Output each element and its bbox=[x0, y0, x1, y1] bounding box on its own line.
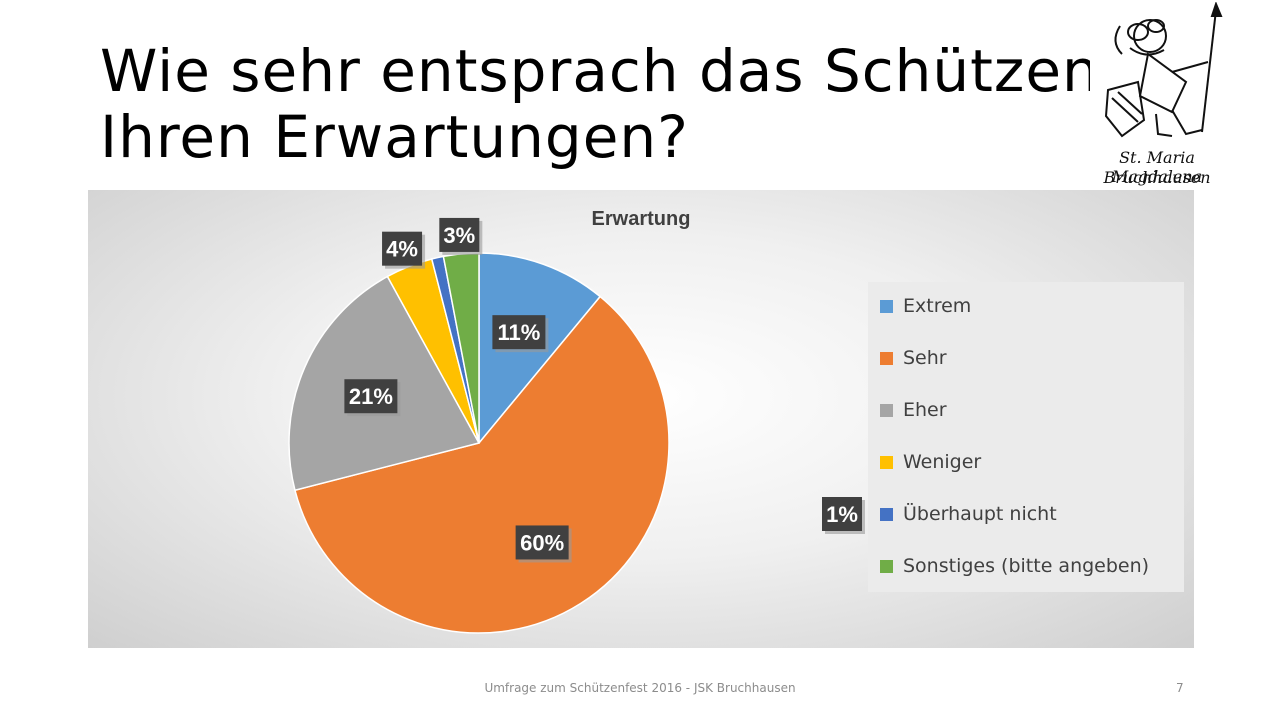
svg-text:4%: 4% bbox=[386, 237, 418, 262]
legend-item-extrem: Extrem bbox=[880, 292, 971, 320]
svg-text:21%: 21% bbox=[349, 384, 393, 409]
data-label-extrem: 11% bbox=[492, 315, 549, 353]
logo-text-line-1: St. Maria Magdalena bbox=[1111, 148, 1203, 186]
slide-title: Wie sehr entsprach das Schützenfest Ihre… bbox=[100, 38, 1090, 178]
data-label-weniger: 4% bbox=[382, 231, 426, 269]
slide-title-line-2: Ihren Erwartungen? bbox=[100, 103, 689, 171]
pie-slice-sehr bbox=[294, 295, 670, 634]
legend-item-sonstiges-bitte-angeben: Sonstiges (bitte angeben) bbox=[880, 552, 1149, 580]
legend-item-sehr: Sehr bbox=[880, 344, 947, 372]
page-number: 7 bbox=[1176, 681, 1184, 695]
slide-footer: Umfrage zum Schützenfest 2016 - JSK Bruc… bbox=[484, 681, 796, 695]
legend-item-weniger: Weniger bbox=[880, 448, 981, 476]
data-label-sehr: 60% bbox=[515, 525, 572, 563]
legend-label: Eher bbox=[903, 399, 947, 421]
legend-swatch bbox=[880, 455, 893, 469]
data-label-sonstiges-bitte-angeben: 3% bbox=[439, 217, 483, 255]
svg-text:3%: 3% bbox=[443, 223, 475, 248]
slide-title-line-1: Wie sehr entsprach das Schützenfest bbox=[100, 38, 1090, 105]
club-logo-drawing bbox=[1104, 2, 1223, 138]
legend-swatch bbox=[880, 299, 893, 313]
legend-swatch bbox=[880, 559, 893, 573]
data-label-eher: 21% bbox=[344, 379, 401, 417]
chart-title: Erwartung bbox=[591, 208, 691, 230]
legend-item-überhaupt-nicht: Überhaupt nicht bbox=[880, 500, 1057, 528]
legend-label: Weniger bbox=[903, 451, 982, 473]
data-label-überhaupt-nicht: 1% bbox=[822, 497, 865, 534]
legend-swatch bbox=[880, 403, 893, 417]
legend-label: Sonstiges (bitte angeben) bbox=[903, 555, 1150, 577]
legend-label: Extrem bbox=[903, 295, 972, 317]
legend-label: Sehr bbox=[903, 347, 947, 369]
logo-text-line-2: Bruchhausen bbox=[1103, 168, 1211, 187]
legend-item-eher: Eher bbox=[880, 396, 947, 424]
legend-swatch bbox=[880, 351, 893, 365]
legend-label: Überhaupt nicht bbox=[903, 503, 1057, 525]
legend-swatch bbox=[880, 507, 893, 521]
chart-area: Erwartung 11% 60% 21% 4% 1% 3% Extrem Sehr Eher… bbox=[88, 190, 1194, 648]
svg-text:11%: 11% bbox=[497, 320, 540, 345]
chart-legend: Extrem Sehr Eher Weniger Überhaupt nicht Sons… bbox=[868, 282, 1184, 592]
svg-text:1%: 1% bbox=[826, 502, 858, 527]
pie-chart: 11% 60% 21% 4% 1% 3% bbox=[288, 217, 865, 634]
svg-text:60%: 60% bbox=[520, 530, 564, 555]
